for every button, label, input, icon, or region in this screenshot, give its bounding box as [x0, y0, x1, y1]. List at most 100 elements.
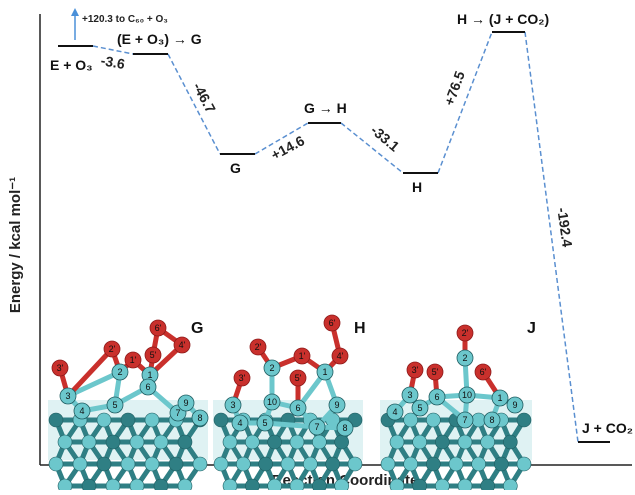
atom-label: 6' — [329, 318, 336, 328]
cage-carbon — [457, 434, 473, 450]
cage-carbon — [435, 478, 450, 494]
oxygen-atom — [249, 338, 267, 356]
connector-3 — [254, 122, 309, 155]
state-label-ts-gh: G → H — [304, 100, 347, 116]
atom-label: 3 — [65, 391, 70, 401]
cage-carbon — [48, 456, 64, 472]
cage-carbon — [57, 478, 73, 494]
cage-carbon — [457, 478, 473, 494]
carbon-atom — [106, 396, 124, 414]
atom-label: 2' — [462, 328, 469, 338]
atom-label: 3 — [230, 400, 235, 410]
structure-label-g: G — [191, 320, 203, 337]
structure-j: 1 2 2' 3 3' 4 5 5' 6 6' 7 8 9 10 — [380, 324, 532, 494]
carbon-atom — [224, 396, 242, 414]
cage-carbon — [267, 434, 282, 450]
atom-label: 3' — [57, 363, 64, 373]
connector-6 — [524, 31, 579, 443]
atom-label: 10 — [267, 397, 277, 407]
cage-carbon — [72, 456, 88, 472]
carbon-atom — [73, 402, 91, 420]
connector-4 — [340, 122, 404, 174]
cage-carbon — [168, 456, 184, 472]
cage-carbon — [153, 434, 169, 450]
structure-g: 1 1' 2 2' 3 3' 4 4' 5 5' 6 6' 7 89 — [48, 319, 209, 494]
oxygen-atom — [293, 347, 311, 365]
atom-label: 2' — [255, 342, 262, 352]
step-label-2: -46.7 — [190, 80, 219, 116]
atom-label: 4' — [179, 340, 186, 350]
carbon-atom — [289, 399, 307, 417]
oxygen-atom — [173, 336, 191, 354]
energy-levels — [58, 31, 610, 443]
connectors — [92, 31, 579, 443]
state-label-e-o3: E + O₃ — [50, 57, 93, 73]
cage-carbon — [213, 456, 229, 472]
atom-label: 6' — [480, 367, 487, 377]
cage-carbon — [81, 478, 97, 494]
atom-label: 1' — [299, 351, 306, 361]
carbon-atom — [177, 394, 195, 412]
atom-label: 5 — [417, 403, 422, 413]
cage-carbon — [120, 412, 136, 428]
cage-carbon — [380, 456, 396, 472]
atom-label: 7 — [462, 415, 467, 425]
connector-5 — [437, 31, 493, 174]
cage-carbon — [192, 456, 208, 472]
atom-label: 5' — [295, 373, 302, 383]
step-label-1: -3.6 — [100, 52, 127, 72]
carbon-atom — [139, 378, 157, 396]
carbon-atom — [428, 388, 446, 406]
cage-carbon — [503, 478, 518, 494]
atom-label: 5' — [150, 350, 157, 360]
oxygen-atom — [456, 324, 474, 342]
state-label-h: H — [412, 179, 422, 195]
state-label-ts-hj: H → (J + CO₂) — [457, 11, 549, 27]
state-label-j-co2: J + CO₂ — [582, 420, 633, 436]
atom-label: 9 — [512, 400, 517, 410]
cage-carbon — [153, 478, 169, 494]
cage-carbon — [389, 434, 405, 450]
step-label-3: +14.6 — [268, 132, 307, 163]
atom-label: 8 — [342, 423, 347, 433]
oxygen-atom — [149, 319, 167, 337]
atom-label: 8 — [197, 413, 202, 423]
atom-label: 7 — [175, 408, 180, 418]
atom-label: 8 — [489, 415, 494, 425]
bond — [262, 420, 320, 430]
carbon-atom — [386, 403, 404, 421]
cage-carbon — [403, 456, 418, 472]
atom-label: 4 — [79, 406, 84, 416]
cage-carbon — [412, 434, 427, 450]
atom-label: 6' — [155, 323, 162, 333]
carbon-atom — [506, 396, 524, 414]
cage-carbon — [245, 478, 260, 494]
cage-carbon — [503, 434, 518, 450]
cage-carbon — [245, 434, 260, 450]
cage-carbon — [280, 456, 296, 472]
cage-carbon — [213, 412, 229, 428]
cage-carbon — [48, 412, 64, 428]
carbon-atom — [111, 363, 129, 381]
oxygen-atom — [233, 369, 251, 387]
step-label-5: +76.5 — [441, 69, 468, 108]
carbon-atom — [456, 349, 474, 367]
carbon-atom — [59, 387, 77, 405]
oxygen-atom — [406, 361, 424, 379]
atom-label: 1 — [497, 393, 502, 403]
cage-carbon — [435, 434, 450, 450]
carbon-atom — [458, 386, 476, 404]
cage-carbon — [289, 478, 305, 494]
cage-carbon — [312, 478, 327, 494]
cage-carbon — [144, 456, 160, 472]
connector-1 — [92, 45, 134, 55]
oxygen-atom — [289, 369, 307, 387]
step-label-6: -192.4 — [554, 207, 575, 249]
cage-carbon — [403, 412, 418, 428]
atom-label: 2 — [462, 353, 467, 363]
cage-carbon — [222, 434, 238, 450]
cage-carbon — [222, 478, 238, 494]
atom-label: 2 — [117, 367, 122, 377]
